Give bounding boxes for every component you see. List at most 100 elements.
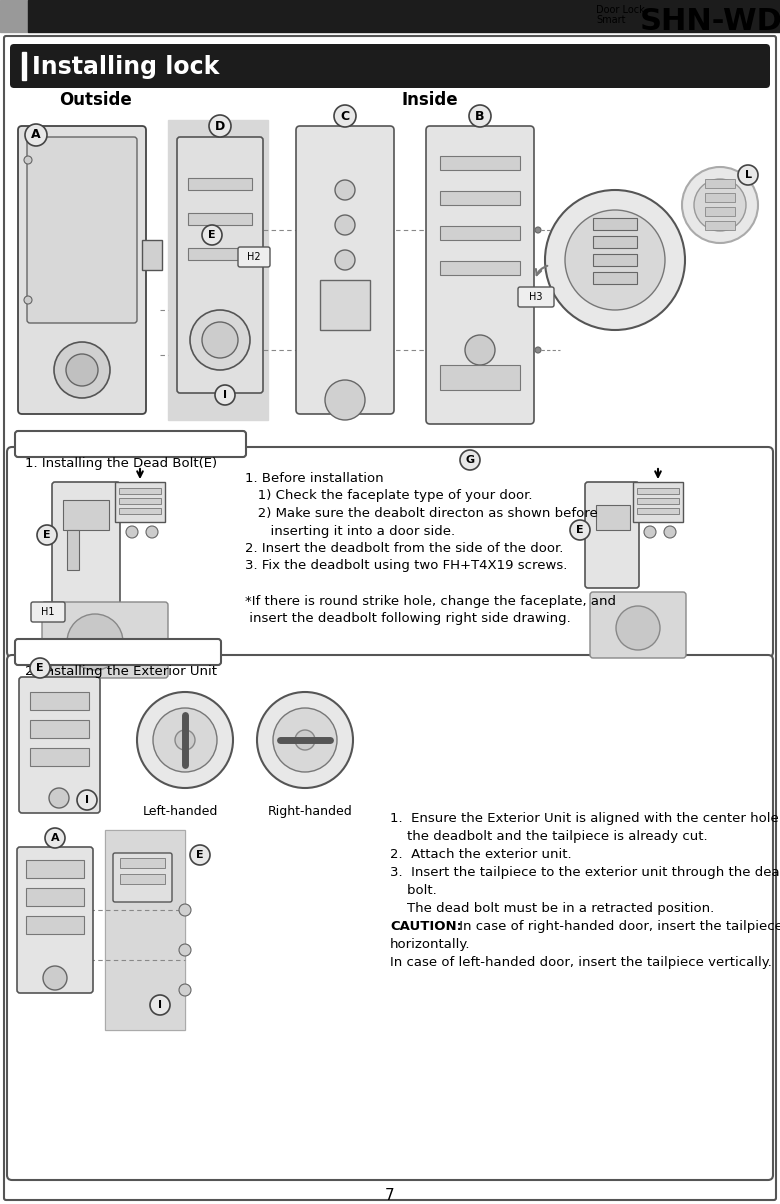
Circle shape [30, 659, 50, 678]
Circle shape [150, 995, 170, 1015]
Circle shape [175, 730, 195, 750]
Bar [119, 508, 161, 514]
Bar [593, 218, 637, 230]
FancyBboxPatch shape [585, 482, 639, 588]
Text: Right-handed: Right-handed [268, 805, 353, 818]
Bar [142, 240, 162, 270]
Circle shape [644, 526, 656, 538]
Bar [30, 692, 89, 710]
FancyBboxPatch shape [7, 447, 773, 657]
Bar [188, 213, 252, 225]
Text: the deadbolt and the tailpiece is already cut.: the deadbolt and the tailpiece is alread… [390, 830, 707, 843]
Circle shape [335, 250, 355, 270]
Text: H1: H1 [41, 607, 55, 616]
Text: A: A [51, 833, 59, 843]
Circle shape [202, 321, 238, 358]
Circle shape [209, 116, 231, 137]
Bar [26, 916, 84, 934]
Text: H2: H2 [247, 252, 261, 262]
Circle shape [49, 787, 69, 808]
FancyBboxPatch shape [52, 482, 120, 608]
Text: 1. Installing the Dead Bolt(E): 1. Installing the Dead Bolt(E) [25, 456, 217, 470]
Text: A: A [31, 129, 41, 142]
Bar [320, 281, 370, 330]
Circle shape [24, 157, 32, 164]
Bar [67, 530, 79, 569]
Circle shape [325, 380, 365, 420]
Circle shape [465, 335, 495, 365]
Circle shape [126, 526, 138, 538]
Bar [120, 874, 165, 884]
Text: G: G [466, 455, 474, 465]
Bar [596, 504, 630, 530]
Text: 2.  Attach the exterior unit.: 2. Attach the exterior unit. [390, 848, 572, 861]
Text: Door Lock: Door Lock [596, 5, 645, 14]
Circle shape [565, 209, 665, 309]
Text: In case of left-handed door, insert the tailpiece vertically.: In case of left-handed door, insert the … [390, 956, 772, 969]
Text: E: E [43, 530, 51, 541]
Circle shape [190, 845, 210, 864]
Circle shape [664, 526, 676, 538]
Text: B: B [475, 110, 484, 123]
FancyBboxPatch shape [4, 36, 776, 1200]
FancyBboxPatch shape [19, 677, 100, 813]
Bar [30, 720, 89, 738]
FancyBboxPatch shape [296, 126, 394, 414]
Circle shape [535, 347, 541, 353]
Text: insert the deadbolt following right side drawing.: insert the deadbolt following right side… [245, 612, 571, 625]
Text: I: I [158, 1001, 162, 1010]
Circle shape [570, 520, 590, 541]
Text: Smart: Smart [596, 14, 626, 25]
Bar [63, 500, 109, 530]
Text: 3. Fix the deadbolt using two FH+T4X19 screws.: 3. Fix the deadbolt using two FH+T4X19 s… [245, 560, 567, 572]
FancyBboxPatch shape [42, 602, 168, 678]
Text: 2. Insert the deadbolt from the side of the door.: 2. Insert the deadbolt from the side of … [245, 542, 563, 555]
Text: H3: H3 [530, 293, 543, 302]
Bar [440, 226, 520, 240]
Circle shape [66, 354, 98, 386]
FancyBboxPatch shape [177, 137, 263, 393]
Bar [0, 0, 28, 33]
Bar [637, 508, 679, 514]
Bar [119, 488, 161, 494]
Circle shape [179, 904, 191, 916]
Text: D: D [215, 119, 225, 132]
Circle shape [694, 179, 746, 231]
FancyBboxPatch shape [15, 431, 246, 458]
FancyBboxPatch shape [31, 602, 65, 622]
FancyBboxPatch shape [518, 287, 554, 307]
FancyBboxPatch shape [426, 126, 534, 424]
Text: Installing lock: Installing lock [32, 55, 219, 79]
FancyBboxPatch shape [10, 45, 770, 88]
Bar [705, 193, 735, 202]
Text: E: E [576, 525, 583, 535]
Bar [440, 157, 520, 170]
FancyBboxPatch shape [27, 137, 137, 323]
Bar [26, 889, 84, 905]
Text: CAUTION:: CAUTION: [390, 920, 462, 933]
Circle shape [295, 730, 315, 750]
Bar [637, 498, 679, 504]
Circle shape [179, 984, 191, 996]
Bar [28, 0, 780, 33]
Text: Outside: Outside [58, 92, 131, 110]
Circle shape [24, 296, 32, 303]
Text: E: E [36, 663, 44, 673]
Bar [188, 248, 252, 260]
Circle shape [257, 692, 353, 787]
Circle shape [616, 606, 660, 650]
Bar [637, 488, 679, 494]
Text: The dead bolt must be in a retracted position.: The dead bolt must be in a retracted pos… [390, 902, 714, 915]
Bar [440, 365, 520, 390]
Text: E: E [208, 230, 216, 240]
Circle shape [215, 385, 235, 405]
Circle shape [190, 309, 250, 370]
Circle shape [146, 526, 158, 538]
Text: 2. Installing the Exterior Unit: 2. Installing the Exterior Unit [25, 665, 217, 678]
Bar [633, 482, 683, 523]
Bar [593, 254, 637, 266]
Text: 1. Before installation: 1. Before installation [245, 472, 384, 485]
Bar [593, 236, 637, 248]
Bar [705, 222, 735, 230]
Text: C: C [340, 110, 349, 123]
